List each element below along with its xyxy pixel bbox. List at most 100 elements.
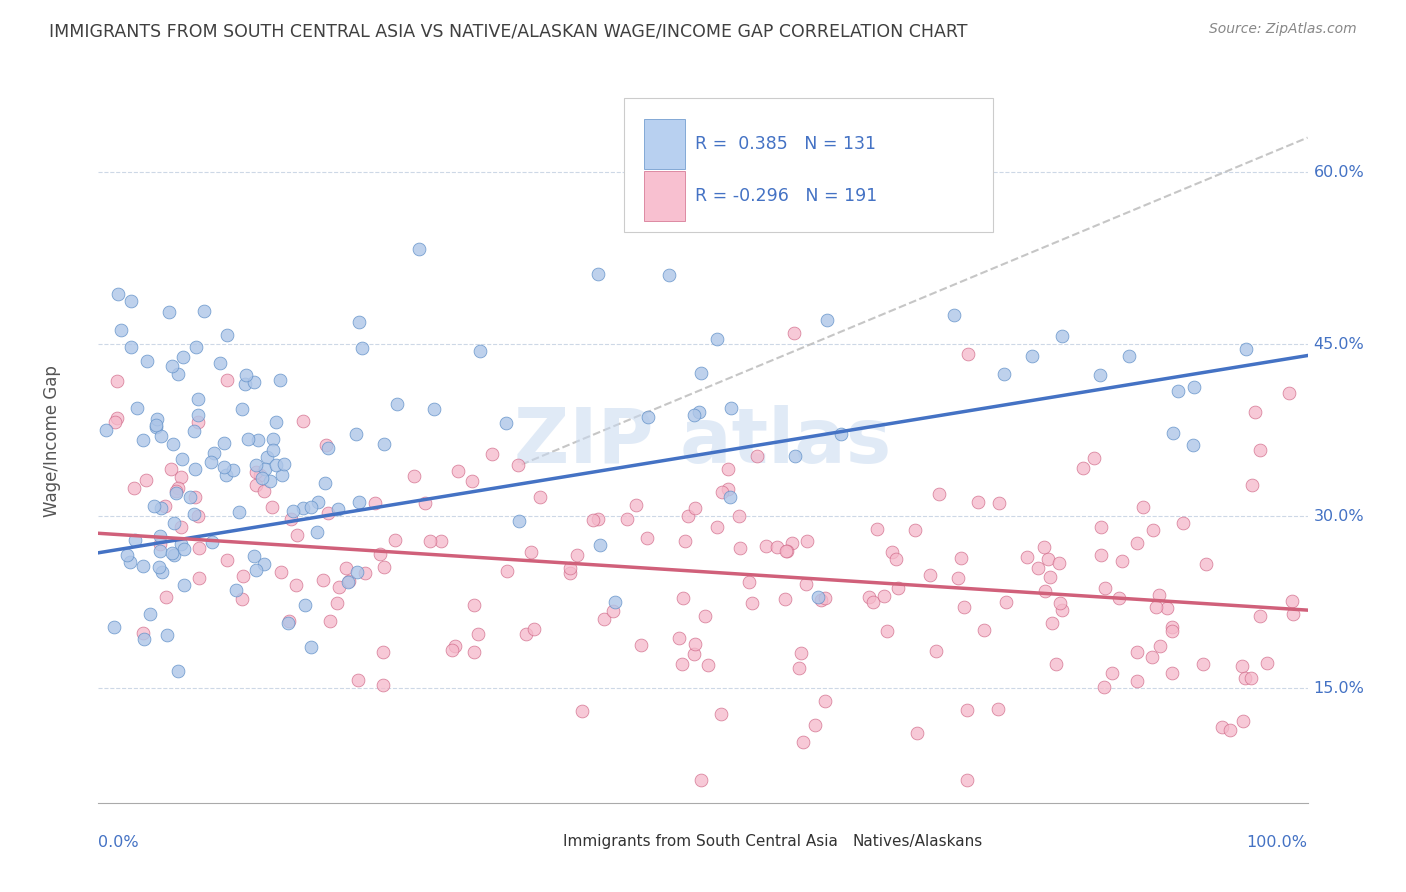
Point bbox=[1240, 671, 1263, 685]
Point bbox=[637, 409, 659, 424]
Point bbox=[1052, 603, 1074, 617]
Point bbox=[132, 558, 155, 573]
Point bbox=[862, 594, 884, 608]
Point bbox=[949, 551, 972, 566]
Point bbox=[132, 433, 155, 447]
Text: 100.0%: 100.0% bbox=[1247, 835, 1308, 850]
Point bbox=[1256, 657, 1278, 671]
Text: 30.0%: 30.0% bbox=[1313, 508, 1364, 524]
Point bbox=[904, 523, 927, 537]
Point bbox=[1232, 714, 1254, 728]
Point bbox=[246, 433, 269, 447]
Point bbox=[155, 500, 177, 514]
Point bbox=[813, 591, 835, 606]
Point bbox=[200, 454, 222, 468]
Point bbox=[956, 703, 979, 717]
Point bbox=[1090, 549, 1112, 563]
Point bbox=[706, 332, 728, 346]
Point bbox=[1083, 450, 1105, 465]
Point bbox=[710, 485, 733, 500]
Point bbox=[184, 490, 207, 504]
Point bbox=[314, 476, 336, 491]
Point bbox=[463, 598, 485, 612]
Point bbox=[215, 328, 238, 343]
Point bbox=[461, 475, 484, 489]
Point bbox=[135, 473, 157, 487]
Text: Natives/Alaskans: Natives/Alaskans bbox=[853, 834, 983, 849]
Point bbox=[447, 464, 470, 478]
Point bbox=[1219, 723, 1241, 737]
Point bbox=[689, 366, 711, 380]
Point bbox=[160, 546, 183, 560]
Point bbox=[1101, 665, 1123, 680]
Point bbox=[523, 622, 546, 636]
Point bbox=[956, 347, 979, 361]
Point bbox=[783, 449, 806, 463]
Point bbox=[988, 496, 1011, 510]
Point bbox=[107, 287, 129, 301]
Point bbox=[285, 578, 308, 592]
Point bbox=[801, 207, 824, 221]
Point bbox=[252, 483, 274, 498]
Text: 0.0%: 0.0% bbox=[98, 835, 139, 850]
Point bbox=[373, 560, 395, 574]
Point bbox=[668, 631, 690, 645]
Point bbox=[1161, 665, 1184, 680]
Point bbox=[337, 574, 360, 588]
Point bbox=[1026, 561, 1049, 575]
Point bbox=[115, 549, 138, 563]
Point bbox=[626, 498, 648, 512]
Point bbox=[481, 447, 503, 461]
Point bbox=[122, 481, 145, 495]
Point bbox=[312, 573, 335, 587]
Point bbox=[110, 323, 132, 337]
Point bbox=[155, 591, 177, 605]
Point bbox=[468, 344, 491, 359]
Point bbox=[815, 313, 838, 327]
Point bbox=[373, 437, 395, 451]
Point bbox=[560, 566, 582, 580]
Point bbox=[593, 612, 616, 626]
Point bbox=[880, 545, 903, 559]
Point bbox=[495, 416, 517, 430]
Point bbox=[187, 408, 209, 422]
Point bbox=[1182, 438, 1205, 452]
Text: IMMIGRANTS FROM SOUTH CENTRAL ASIA VS NATIVE/ALASKAN WAGE/INCOME GAP CORRELATION: IMMIGRANTS FROM SOUTH CENTRAL ASIA VS NA… bbox=[49, 22, 967, 40]
Point bbox=[1049, 596, 1071, 610]
Point bbox=[167, 481, 190, 495]
Point bbox=[368, 547, 391, 561]
Point bbox=[148, 560, 170, 574]
Point bbox=[810, 593, 832, 607]
Point bbox=[328, 502, 350, 516]
Point bbox=[866, 522, 889, 536]
Point bbox=[1211, 720, 1233, 734]
Point bbox=[270, 565, 292, 579]
Point bbox=[173, 541, 195, 556]
Point bbox=[233, 377, 256, 392]
Point bbox=[1126, 673, 1149, 688]
Point bbox=[956, 772, 979, 787]
Point bbox=[728, 508, 751, 523]
FancyBboxPatch shape bbox=[815, 827, 849, 857]
Point bbox=[630, 638, 652, 652]
Point bbox=[94, 423, 117, 437]
Point bbox=[337, 575, 360, 590]
Point bbox=[266, 458, 288, 472]
Point bbox=[103, 620, 125, 634]
Point bbox=[676, 509, 699, 524]
Point bbox=[145, 417, 167, 432]
Point bbox=[943, 308, 966, 322]
Point bbox=[967, 495, 990, 509]
Point bbox=[238, 432, 260, 446]
Point bbox=[157, 305, 180, 319]
Point bbox=[581, 513, 603, 527]
Point bbox=[787, 661, 810, 675]
Point bbox=[245, 478, 267, 492]
Point bbox=[347, 315, 370, 329]
Point bbox=[315, 438, 337, 452]
Point bbox=[150, 565, 173, 579]
Point bbox=[718, 491, 741, 505]
Point bbox=[671, 657, 693, 671]
Point bbox=[1144, 600, 1167, 615]
Point bbox=[1191, 657, 1213, 671]
